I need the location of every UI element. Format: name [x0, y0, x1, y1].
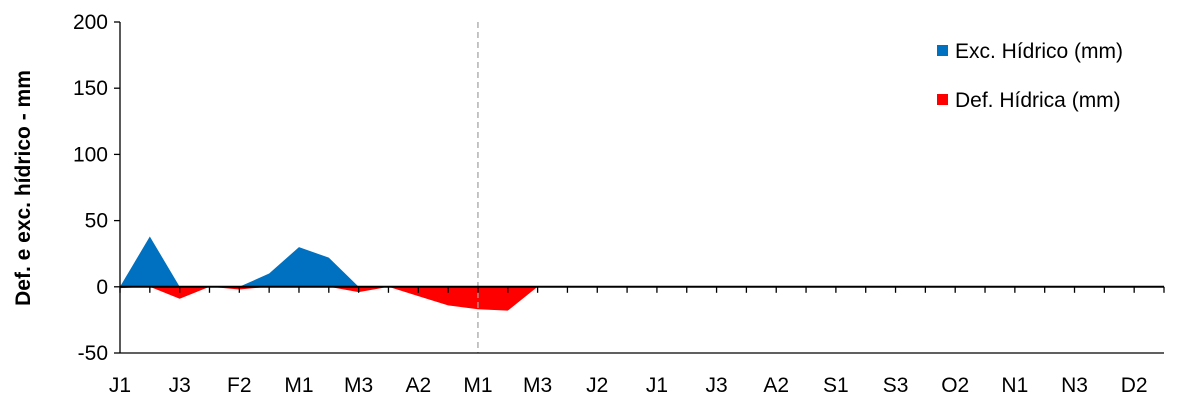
legend-label-def-hidrica: Def. Hídrica (mm)	[955, 89, 1121, 112]
x-tick-labels: J1 J3 F2 M1 M3 A2 M1 M3 J2 J1 J3 A2 S1 S3 O2 N1 N3 D2	[109, 374, 1148, 397]
x-tick-label: M1	[463, 374, 492, 397]
legend-label-exc-hidrico: Exc. Hídrico (mm)	[955, 40, 1123, 63]
y-tick-label: 50	[85, 210, 108, 233]
x-tick-label: N1	[1001, 374, 1028, 397]
axes	[114, 21, 1165, 354]
x-tick-label: D2	[1121, 374, 1148, 397]
plot-areas	[120, 236, 1164, 311]
x-tick-label: O2	[941, 374, 969, 397]
area-def-hidrica	[120, 286, 1164, 311]
y-tick-label: -50	[78, 342, 108, 365]
x-tick-label: J2	[586, 374, 608, 397]
legend-swatch-def-hidrica	[937, 94, 948, 105]
x-tick-label: M1	[284, 374, 313, 397]
x-tick-label: S3	[883, 374, 909, 397]
legend: Exc. Hídrico (mm) Def. Hídrica (mm)	[937, 40, 1123, 112]
x-tick-label: M3	[523, 374, 552, 397]
x-tick-label: M3	[344, 374, 373, 397]
x-tick-label: A2	[405, 374, 431, 397]
x-tick-label: J3	[169, 374, 191, 397]
x-tick-label: J1	[646, 374, 668, 397]
x-tick-label: J1	[109, 374, 131, 397]
x-tick-label: S1	[823, 374, 849, 397]
x-tick-label: F2	[227, 374, 252, 397]
y-axis-label: Def. e exc. hídrico - mm	[12, 70, 35, 306]
y-tick-label: 200	[73, 11, 108, 34]
legend-swatch-exc-hidrico	[937, 45, 948, 56]
y-tick-label: 150	[73, 77, 108, 100]
area-exc-hidrico	[120, 236, 1164, 287]
y-tick-labels: -50 0 50 100 150 200	[73, 11, 108, 365]
y-tick-label: 100	[73, 143, 108, 166]
y-tick-label: 0	[96, 276, 108, 299]
x-tick-label: N3	[1061, 374, 1088, 397]
x-tick-label: A2	[763, 374, 789, 397]
x-tick-label: J3	[705, 374, 727, 397]
